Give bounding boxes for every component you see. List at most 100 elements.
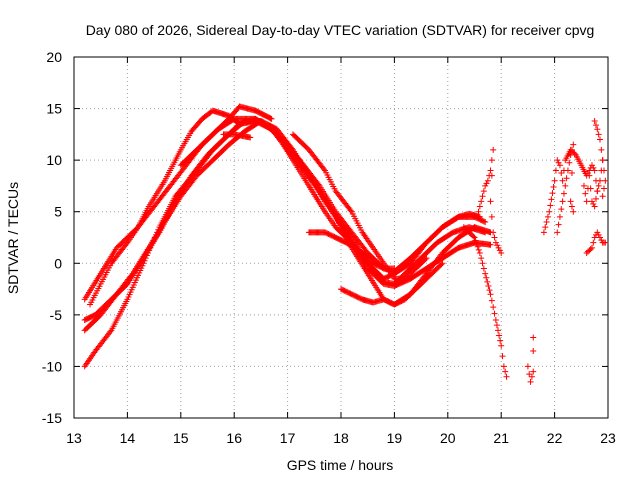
series-trace-12 xyxy=(474,146,505,256)
x-tick-label: 15 xyxy=(173,430,189,446)
series-trace-16 xyxy=(580,157,609,210)
data-point xyxy=(496,332,503,339)
data-point xyxy=(594,229,601,236)
data-point xyxy=(487,291,494,298)
data-point xyxy=(524,363,531,370)
data-point xyxy=(588,198,595,205)
data-point xyxy=(479,260,486,267)
data-point xyxy=(492,317,499,324)
data-point xyxy=(600,185,607,192)
data-point xyxy=(570,149,577,156)
data-point xyxy=(602,177,609,184)
data-point xyxy=(497,337,504,344)
chart-title: Day 080 of 2026, Sidereal Day-to-day VTE… xyxy=(86,22,595,38)
data-point xyxy=(546,208,553,215)
data-point xyxy=(530,368,537,375)
data-point xyxy=(586,172,593,179)
series-trace-9 xyxy=(305,229,398,272)
data-point xyxy=(602,239,609,246)
data-points xyxy=(81,103,609,385)
data-point xyxy=(570,208,577,215)
data-point xyxy=(591,167,598,174)
x-tick-label: 20 xyxy=(440,430,456,446)
data-point xyxy=(567,151,574,158)
data-point xyxy=(555,159,562,166)
data-point xyxy=(482,219,489,226)
data-point xyxy=(594,188,601,195)
data-point xyxy=(595,231,602,238)
data-point xyxy=(268,115,275,122)
data-point xyxy=(315,181,322,188)
x-tick-label: 22 xyxy=(547,430,563,446)
data-point xyxy=(592,195,599,202)
data-point xyxy=(591,234,598,241)
data-point xyxy=(587,246,594,253)
data-point xyxy=(582,190,589,197)
data-point xyxy=(487,167,494,174)
series-trace-17 xyxy=(591,117,606,164)
data-point xyxy=(584,248,591,255)
axis-ticks: 13 14 15 16 17 18 19 20 21 22 23 -15 -10 -5 0 5 10 15 20 xyxy=(42,49,616,446)
data-point xyxy=(503,373,510,380)
x-tick-label: 19 xyxy=(387,430,403,446)
data-point xyxy=(488,297,495,304)
data-point xyxy=(595,182,602,189)
data-point xyxy=(554,157,561,164)
data-point xyxy=(594,126,601,133)
data-point xyxy=(583,198,590,205)
data-point xyxy=(549,190,556,197)
data-point xyxy=(550,183,557,190)
data-point xyxy=(554,229,561,236)
data-point xyxy=(563,175,570,182)
data-point xyxy=(487,241,494,248)
y-tick-label: 15 xyxy=(46,101,62,117)
x-tick-label: 23 xyxy=(600,430,616,446)
data-point xyxy=(598,146,605,153)
data-point xyxy=(478,255,485,262)
data-point xyxy=(480,265,487,272)
data-point xyxy=(559,177,566,184)
data-point xyxy=(591,203,598,210)
data-point xyxy=(540,229,547,236)
y-tick-label: 20 xyxy=(46,49,62,65)
data-point xyxy=(498,342,505,349)
data-point xyxy=(598,237,605,244)
data-point xyxy=(320,166,327,173)
data-point xyxy=(107,328,114,335)
data-point xyxy=(551,177,558,184)
series-trace-13 xyxy=(524,334,537,385)
y-tick-label: 10 xyxy=(46,152,62,168)
series-trace-8 xyxy=(289,131,430,282)
data-point xyxy=(483,180,490,187)
data-point xyxy=(530,347,537,354)
series-trace-7 xyxy=(220,131,254,141)
data-point xyxy=(439,260,446,267)
data-point xyxy=(564,167,571,174)
data-point xyxy=(558,206,565,213)
data-point xyxy=(494,242,501,249)
data-point xyxy=(423,255,430,262)
data-point xyxy=(568,203,575,210)
data-point xyxy=(580,182,587,189)
data-point xyxy=(438,261,445,268)
data-point xyxy=(583,249,590,256)
data-point xyxy=(488,157,495,164)
data-point xyxy=(556,213,563,220)
x-tick-label: 16 xyxy=(226,430,242,446)
data-point xyxy=(484,278,491,285)
data-point xyxy=(586,167,593,174)
data-point xyxy=(596,177,603,184)
data-point xyxy=(560,190,567,197)
data-point xyxy=(570,141,577,148)
data-point xyxy=(527,378,534,385)
data-point xyxy=(123,241,130,248)
data-point xyxy=(493,322,500,329)
data-point xyxy=(526,371,533,378)
data-point xyxy=(590,200,597,207)
data-point xyxy=(568,170,575,177)
data-point xyxy=(530,334,537,341)
data-point xyxy=(490,229,497,236)
data-point xyxy=(391,265,398,272)
data-point xyxy=(474,243,481,250)
